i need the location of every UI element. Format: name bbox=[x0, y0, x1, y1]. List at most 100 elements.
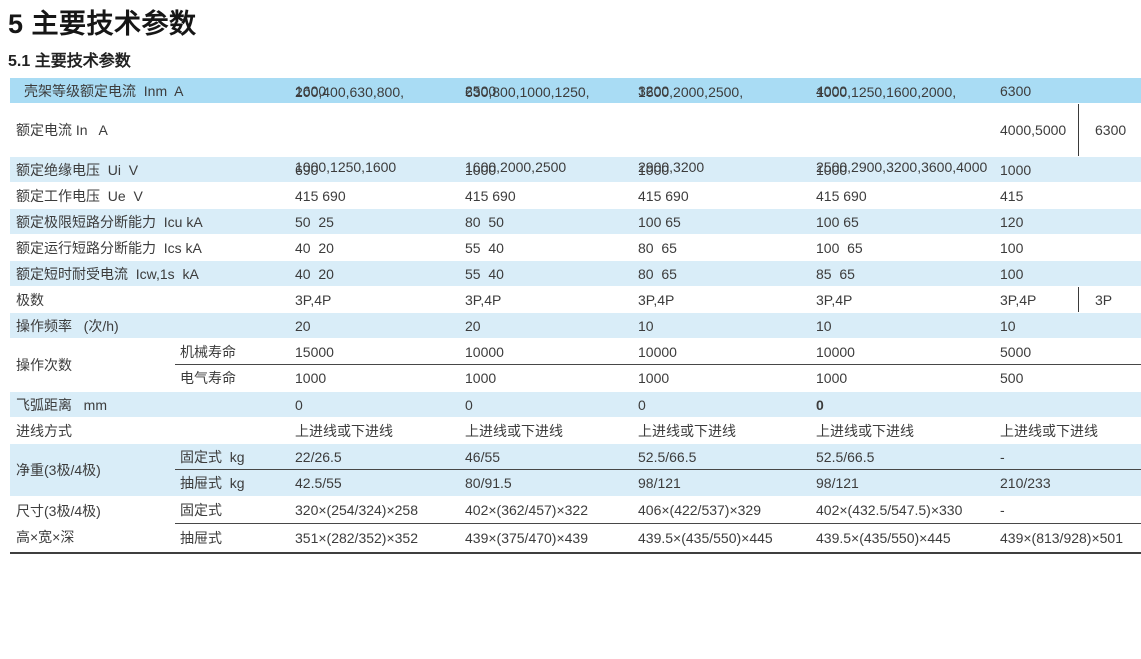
split-value-cell: 4000,5000 6300 bbox=[1000, 104, 1141, 156]
value-cell: 0 bbox=[295, 396, 303, 413]
value-cell: 22/26.5 bbox=[295, 448, 342, 465]
value-cell: 1600,2000,2500, 2900,3200 bbox=[638, 30, 816, 230]
value-cell: 15000 bbox=[295, 343, 334, 360]
row-poles: 极数 3P,4P 3P,4P 3P,4P 3P,4P 3P,4P 3P bbox=[10, 287, 1141, 313]
subrow-weight-fixed: 固定式 kg 22/26.5 46/55 52.5/66.5 52.5/66.5… bbox=[175, 444, 1141, 470]
value-cell: 630,800,1000,1250, 1600,2000,2500 bbox=[465, 30, 638, 230]
value-cell: 0 bbox=[816, 396, 824, 413]
header-row: 壳架等级额定电流 Inm A 1600 2500 3200 4000 6300 bbox=[10, 78, 1141, 104]
value-cell: 4000,5000 bbox=[1000, 122, 1067, 138]
value-cell: 1000 bbox=[816, 161, 848, 178]
subrow-dimensions-drawer: 抽屉式 351×(282/352)×352 439×(375/470)×439 … bbox=[175, 524, 1141, 551]
value-cell: 402×(362/457)×322 bbox=[465, 502, 588, 518]
value-cell: 10000 bbox=[638, 343, 677, 360]
column-header-3200: 3200 bbox=[638, 82, 670, 99]
param-label-line: 高×宽×深 bbox=[16, 529, 75, 545]
value-cell: 415 690 bbox=[816, 187, 867, 204]
value-line: 1600,2000,2500 bbox=[465, 159, 567, 175]
subrow-mechanical-life: 机械寿命 15000 10000 10000 10000 5000 bbox=[175, 339, 1141, 365]
value-cell: 415 690 bbox=[295, 187, 346, 204]
row-op-cycles: 操作次数 机械寿命 15000 10000 10000 10000 5000 电… bbox=[10, 339, 1141, 392]
value-line: 1000,1250,1600,2000, bbox=[816, 84, 957, 100]
value-cell: 85 65 bbox=[816, 265, 855, 282]
value-cell: 100 65 bbox=[638, 213, 681, 230]
sub-label: 固定式 kg bbox=[180, 448, 245, 465]
value-cell: 55 40 bbox=[465, 239, 504, 256]
value-cell: 1000,1250,1600,2000, 2500,2900,3200,3600… bbox=[816, 30, 1000, 230]
spec-table: 壳架等级额定电流 Inm A 1600 2500 3200 4000 6300 … bbox=[10, 78, 1141, 554]
sub-label: 抽屉式 bbox=[180, 529, 222, 546]
value-cell: 439.5×(435/550)×445 bbox=[638, 529, 773, 546]
value-cell: 1000 bbox=[638, 370, 670, 386]
subrow-dimensions-fixed: 固定式 320×(254/324)×258 402×(362/457)×322 … bbox=[175, 497, 1141, 524]
value-cell: 415 bbox=[1000, 187, 1024, 204]
row-icw: 额定短时耐受电流 Icw,1s kA 40 20 55 40 80 65 85 … bbox=[10, 261, 1141, 287]
value-cell: 0 bbox=[638, 396, 646, 413]
value-cell: 1000 bbox=[465, 161, 497, 178]
param-label: 额定绝缘电压 Ui V bbox=[16, 161, 139, 178]
sub-label: 机械寿命 bbox=[180, 343, 236, 360]
sub-label: 电气寿命 bbox=[180, 370, 236, 386]
value-cell: 402×(432.5/547.5)×330 bbox=[816, 502, 963, 518]
value-cell: 100 65 bbox=[816, 213, 859, 230]
value-line: 1000,1250,1600 bbox=[295, 159, 397, 175]
subrow-electrical-life: 电气寿命 1000 1000 1000 1000 500 bbox=[175, 365, 1141, 391]
value-cell: 351×(282/352)×352 bbox=[295, 529, 418, 546]
value-cell: 上进线或下进线 bbox=[816, 422, 914, 439]
value-cell: 10 bbox=[638, 317, 654, 334]
value-cell: 100 bbox=[1000, 265, 1024, 282]
value-cell: 210/233 bbox=[1000, 475, 1051, 491]
value-cell: 1000 bbox=[295, 370, 327, 386]
value-cell: 上进线或下进线 bbox=[295, 422, 393, 439]
value-cell: 320×(254/324)×258 bbox=[295, 502, 418, 518]
value-cell: 439×(375/470)×439 bbox=[465, 529, 588, 546]
value-cell: 690 bbox=[295, 161, 319, 178]
row-arc-distance: 飞弧距离 mm 0 0 0 0 bbox=[10, 392, 1141, 418]
param-label: 操作次数 bbox=[16, 357, 72, 373]
value-cell: 500 bbox=[1000, 370, 1024, 386]
value-cell: 1000 bbox=[1000, 161, 1032, 178]
row-weight: 净重(3极/4极) 固定式 kg 22/26.5 46/55 52.5/66.5… bbox=[10, 444, 1141, 497]
value-cell: 3P,4P bbox=[465, 291, 502, 308]
value-cell: 3P bbox=[1078, 287, 1140, 312]
value-line: 630,800,1000,1250, bbox=[465, 84, 590, 100]
row-wiring: 进线方式 上进线或下进线 上进线或下进线 上进线或下进线 上进线或下进线 上进线… bbox=[10, 418, 1141, 444]
value-cell: 上进线或下进线 bbox=[465, 422, 563, 439]
param-label: 净重(3极/4极) bbox=[16, 462, 101, 478]
param-label: 额定极限短路分断能力 Icu kA bbox=[16, 213, 203, 230]
value-cell: 55 40 bbox=[465, 265, 504, 282]
value-cell: 3P,4P bbox=[816, 291, 853, 308]
value-cell: 5000 bbox=[1000, 343, 1032, 360]
row-rated-current: 额定电流 In A 200,400,630,800, 1000,1250,160… bbox=[10, 84, 1141, 175]
sub-label: 固定式 bbox=[180, 502, 222, 518]
param-label-line: 尺寸(3极/4极) bbox=[16, 503, 101, 519]
section-title: 5.1 主要技术参数 bbox=[8, 53, 131, 70]
value-cell: 98/121 bbox=[638, 475, 681, 491]
column-header-4000: 4000 bbox=[816, 82, 848, 99]
row-insulation-voltage: 额定绝缘电压 Ui V 690 1000 1000 1000 1000 bbox=[10, 157, 1141, 183]
subrow-weight-drawer: 抽屉式 kg 42.5/55 80/91.5 98/121 98/121 210… bbox=[175, 470, 1141, 496]
value-cell: 80 65 bbox=[638, 265, 677, 282]
value-cell: 10 bbox=[1000, 317, 1016, 334]
row-working-voltage: 额定工作电压 Ue V 415 690 415 690 415 690 415 … bbox=[10, 183, 1141, 209]
value-cell: 3P,4P bbox=[1000, 291, 1037, 308]
param-label: 额定运行短路分断能力 Ics kA bbox=[16, 239, 202, 256]
value-cell: 10000 bbox=[816, 343, 855, 360]
value-cell: 100 bbox=[1000, 239, 1024, 256]
value-cell: 200,400,630,800, 1000,1250,1600 bbox=[295, 30, 465, 230]
value-cell: 1000 bbox=[816, 370, 848, 386]
value-cell: 10 bbox=[816, 317, 832, 334]
value-cell: 40 20 bbox=[295, 265, 334, 282]
value-cell: 1000 bbox=[638, 161, 670, 178]
value-cell: - bbox=[1000, 448, 1005, 465]
value-cell: 80/91.5 bbox=[465, 475, 512, 491]
split-value-cell: 3P,4P 3P bbox=[1000, 287, 1141, 312]
value-cell: 98/121 bbox=[816, 475, 859, 491]
value-cell: 50 25 bbox=[295, 213, 334, 230]
param-label: 极数 bbox=[16, 291, 44, 308]
param-label: 尺寸(3极/4极) 高×宽×深 bbox=[10, 497, 175, 551]
sub-label: 抽屉式 kg bbox=[180, 475, 245, 491]
value-cell: 46/55 bbox=[465, 448, 501, 465]
value-cell: 406×(422/537)×329 bbox=[638, 502, 761, 518]
row-op-frequency: 操作频率 (次/h) 20 20 10 10 10 bbox=[10, 313, 1141, 339]
